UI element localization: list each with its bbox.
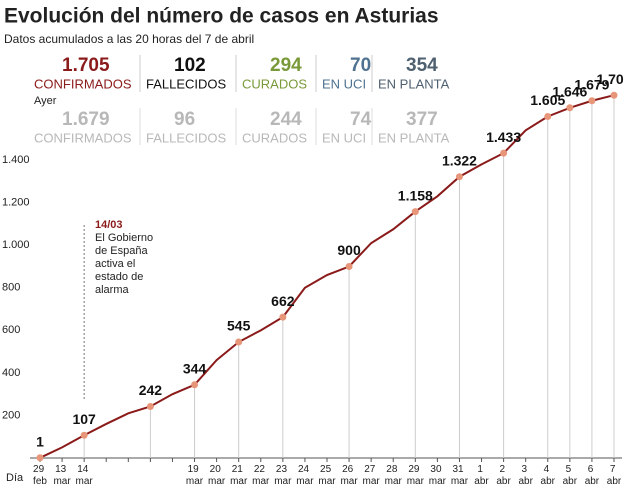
stat-label: CONFIRMADOS	[34, 76, 132, 91]
yesterday-label: CONFIRMADOS	[34, 130, 132, 145]
chart-subtitle: Datos acumulados a las 20 horas del 7 de…	[4, 32, 254, 46]
marker	[544, 112, 552, 120]
x-tick-label: 25 mar	[318, 464, 336, 487]
stat-label: EN UCI	[322, 76, 366, 91]
x-tick-label: 22 mar	[252, 464, 270, 487]
value-label: 242	[139, 382, 163, 398]
y-tick-label: 200	[2, 409, 20, 421]
value-label: 1.322	[442, 152, 477, 168]
y-tick-label: 1.400	[2, 154, 30, 166]
x-tick-label: 1 abr	[474, 464, 489, 487]
marker	[411, 208, 419, 216]
marker	[146, 403, 154, 411]
x-tick-label: 4 abr	[541, 464, 556, 487]
x-tick-label: 5 abr	[563, 464, 578, 487]
marker	[191, 381, 199, 389]
x-tick-label: 6 abr	[585, 464, 600, 487]
x-tick-label: 31 mar	[451, 464, 469, 487]
marker	[80, 431, 88, 439]
stat-number: 70	[350, 55, 371, 76]
x-tick-label: 7 abr	[607, 464, 622, 487]
x-tick-label: 27 mar	[363, 464, 381, 487]
value-label: 545	[227, 318, 251, 334]
yesterday-number: 244	[270, 109, 302, 130]
value-label: 107	[72, 411, 96, 427]
x-tick-label: 3 abr	[518, 464, 533, 487]
x-tick-label: 29 feb	[33, 464, 47, 487]
yesterday-label: FALLECIDOS	[146, 130, 227, 145]
value-label: 1.705	[596, 71, 624, 87]
marker	[588, 97, 596, 105]
yesterday-label: EN UCI	[322, 130, 366, 145]
yesterday-number: 96	[174, 109, 195, 130]
value-label: 344	[183, 361, 207, 377]
x-tick-label: 14 mar	[76, 464, 94, 487]
yesterday-label: CURADOS	[242, 130, 307, 145]
value-label: 1.605	[530, 92, 565, 108]
marker	[36, 454, 44, 462]
y-tick-label: 400	[2, 367, 20, 379]
stat-label: EN PLANTA	[378, 76, 450, 91]
value-label: 900	[337, 242, 361, 258]
yesterday-number: 377	[406, 109, 438, 130]
value-label: 1.646	[552, 83, 587, 99]
yesterday-label: Ayer	[34, 95, 57, 107]
y-tick-label: 1.200	[2, 197, 30, 209]
yesterday-number: 1.679	[62, 109, 110, 130]
marker	[566, 104, 574, 112]
annotation-title: 14/03	[95, 219, 123, 231]
yesterday-number: 74	[350, 109, 372, 130]
annotation: 14/03 El Gobierno de España activa el est…	[95, 219, 157, 297]
y-tick-label: 1.000	[2, 239, 30, 251]
value-label: 1.679	[574, 76, 609, 92]
marker	[235, 338, 243, 346]
value-label: 1	[36, 433, 44, 449]
value-label: 662	[271, 293, 295, 309]
stat-number: 102	[174, 55, 206, 76]
x-tick-label: 19 mar	[186, 464, 204, 487]
x-tick-label: 21 mar	[230, 464, 248, 487]
x-tick-label: 28 mar	[385, 464, 403, 487]
x-tick-label: 20 mar	[208, 464, 226, 487]
stat-number: 354	[406, 55, 438, 76]
x-tick-label: 13 mar	[53, 464, 71, 487]
stat-number: 1.705	[62, 55, 110, 76]
stat-number: 294	[270, 55, 302, 76]
chart-title: Evolución del número de casos en Asturia…	[4, 5, 439, 28]
y-tick-label: 800	[2, 282, 20, 294]
x-tick-label: 30 mar	[429, 464, 447, 487]
yesterday-label: EN PLANTA	[378, 130, 450, 145]
x-tick-label: 23 mar	[274, 464, 292, 487]
value-label: 1.158	[398, 187, 433, 203]
marker	[500, 149, 508, 157]
value-label: 1.433	[486, 129, 521, 145]
stat-label: CURADOS	[242, 76, 307, 91]
stat-label: FALLECIDOS	[146, 76, 227, 91]
annotation-text: El Gobierno de España activa el estado d…	[95, 232, 154, 296]
x-tick-label: 2 abr	[496, 464, 511, 487]
x-axis-label: Día	[6, 472, 24, 484]
x-tick-label: 26 mar	[340, 464, 358, 487]
x-tick-label: 29 mar	[407, 464, 425, 487]
marker	[455, 173, 463, 181]
line	[39, 94, 615, 459]
marker	[345, 263, 353, 270]
x-tick-label: 24 mar	[296, 464, 314, 487]
y-tick-label: 600	[2, 324, 20, 336]
marker	[610, 91, 618, 99]
marker	[279, 313, 287, 321]
